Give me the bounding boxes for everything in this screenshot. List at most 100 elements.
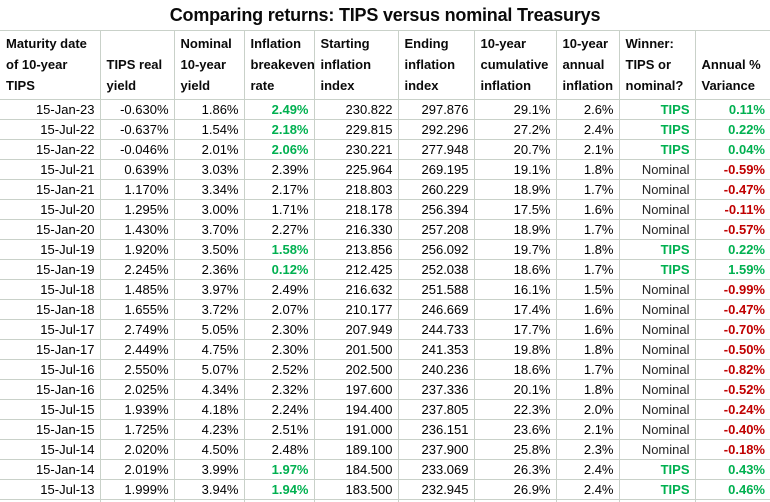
cell-annual-variance[interactable]: 0.46% [694,479,770,500]
cell-starting-index[interactable]: 201.500 [313,339,399,360]
cell-annual-inflation[interactable]: 1.8% [555,159,620,180]
cell-nominal-yield[interactable]: 3.99% [173,459,245,480]
cell-nominal-yield[interactable]: 4.23% [173,419,245,440]
cell-winner[interactable]: TIPS [618,259,696,280]
cell-annual-variance[interactable]: 0.04% [694,139,770,160]
cell-tips-real-yield[interactable]: 1.430% [99,219,175,240]
cell-ending-index[interactable]: 246.669 [397,299,475,320]
cell-breakeven-rate[interactable]: 2.07% [243,299,315,320]
cell-starting-index[interactable]: 210.177 [313,299,399,320]
cell-tips-real-yield[interactable]: 1.920% [99,239,175,260]
cell-nominal-yield[interactable]: 3.03% [173,159,245,180]
cell-ending-index[interactable]: 277.948 [397,139,475,160]
cell-winner[interactable]: Nominal [618,199,696,220]
cell-annual-variance[interactable]: -0.59% [694,159,770,180]
cell-annual-inflation[interactable]: 1.6% [555,319,620,340]
cell-annual-inflation[interactable]: 1.8% [555,339,620,360]
cell-tips-real-yield[interactable]: 0.639% [99,159,175,180]
cell-starting-index[interactable]: 230.221 [313,139,399,160]
cell-breakeven-rate[interactable]: 2.06% [243,139,315,160]
cell-winner[interactable]: TIPS [618,119,696,140]
cell-cumulative-inflation[interactable]: 18.6% [473,359,557,380]
cell-tips-real-yield[interactable]: 2.749% [99,319,175,340]
cell-nominal-yield[interactable]: 2.01% [173,139,245,160]
cell-ending-index[interactable]: 252.038 [397,259,475,280]
cell-breakeven-rate[interactable]: 1.94% [243,479,315,500]
cell-annual-inflation[interactable]: 1.6% [555,299,620,320]
cell-annual-variance[interactable]: 0.11% [694,99,770,120]
cell-starting-index[interactable]: 218.803 [313,179,399,200]
cell-annual-variance[interactable]: 0.22% [694,239,770,260]
cell-starting-index[interactable]: 225.964 [313,159,399,180]
cell-maturity-date[interactable]: 15-Jan-21 [0,179,101,200]
cell-maturity-date[interactable]: 15-Jul-17 [0,319,101,340]
cell-nominal-yield[interactable]: 3.94% [173,479,245,500]
cell-cumulative-inflation[interactable]: 26.9% [473,479,557,500]
cell-cumulative-inflation[interactable]: 19.7% [473,239,557,260]
cell-ending-index[interactable]: 256.394 [397,199,475,220]
cell-starting-index[interactable]: 183.500 [313,479,399,500]
cell-tips-real-yield[interactable]: 2.025% [99,379,175,400]
cell-winner[interactable]: Nominal [618,299,696,320]
cell-maturity-date[interactable]: 15-Jan-16 [0,379,101,400]
cell-starting-index[interactable]: 212.425 [313,259,399,280]
cell-breakeven-rate[interactable]: 2.32% [243,379,315,400]
cell-breakeven-rate[interactable]: 2.39% [243,159,315,180]
cell-annual-inflation[interactable]: 2.1% [555,139,620,160]
cell-annual-variance[interactable]: 1.59% [694,259,770,280]
cell-cumulative-inflation[interactable]: 18.6% [473,259,557,280]
cell-maturity-date[interactable]: 15-Jul-21 [0,159,101,180]
cell-tips-real-yield[interactable]: 2.245% [99,259,175,280]
cell-starting-index[interactable]: 230.822 [313,99,399,120]
cell-winner[interactable]: TIPS [618,459,696,480]
cell-breakeven-rate[interactable]: 2.49% [243,279,315,300]
cell-cumulative-inflation[interactable]: 20.7% [473,139,557,160]
cell-breakeven-rate[interactable]: 2.49% [243,99,315,120]
cell-nominal-yield[interactable]: 4.18% [173,399,245,420]
cell-annual-variance[interactable]: -0.82% [694,359,770,380]
cell-ending-index[interactable]: 240.236 [397,359,475,380]
cell-maturity-date[interactable]: 15-Jan-23 [0,99,101,120]
cell-breakeven-rate[interactable]: 1.97% [243,459,315,480]
cell-tips-real-yield[interactable]: 1.170% [99,179,175,200]
cell-maturity-date[interactable]: 15-Jan-14 [0,459,101,480]
cell-winner[interactable]: TIPS [618,479,696,500]
cell-maturity-date[interactable]: 15-Jan-17 [0,339,101,360]
cell-maturity-date[interactable]: 15-Jul-14 [0,439,101,460]
cell-annual-inflation[interactable]: 1.7% [555,359,620,380]
cell-annual-variance[interactable]: -0.47% [694,179,770,200]
cell-maturity-date[interactable]: 15-Jan-22 [0,139,101,160]
cell-nominal-yield[interactable]: 1.86% [173,99,245,120]
cell-cumulative-inflation[interactable]: 26.3% [473,459,557,480]
cell-nominal-yield[interactable]: 3.72% [173,299,245,320]
cell-nominal-yield[interactable]: 2.36% [173,259,245,280]
cell-maturity-date[interactable]: 15-Jul-16 [0,359,101,380]
cell-nominal-yield[interactable]: 3.70% [173,219,245,240]
cell-annual-variance[interactable]: -0.99% [694,279,770,300]
cell-annual-variance[interactable]: -0.50% [694,339,770,360]
cell-annual-inflation[interactable]: 1.5% [555,279,620,300]
cell-ending-index[interactable]: 237.900 [397,439,475,460]
cell-starting-index[interactable]: 218.178 [313,199,399,220]
cell-ending-index[interactable]: 297.876 [397,99,475,120]
cell-tips-real-yield[interactable]: -0.637% [99,119,175,140]
cell-winner[interactable]: TIPS [618,239,696,260]
cell-nominal-yield[interactable]: 4.50% [173,439,245,460]
cell-nominal-yield[interactable]: 3.50% [173,239,245,260]
cell-nominal-yield[interactable]: 3.00% [173,199,245,220]
cell-maturity-date[interactable]: 15-Jul-15 [0,399,101,420]
cell-cumulative-inflation[interactable]: 18.9% [473,179,557,200]
cell-starting-index[interactable]: 207.949 [313,319,399,340]
cell-ending-index[interactable]: 232.945 [397,479,475,500]
cell-winner[interactable]: Nominal [618,339,696,360]
cell-winner[interactable]: TIPS [618,139,696,160]
cell-breakeven-rate[interactable]: 1.71% [243,199,315,220]
cell-ending-index[interactable]: 260.229 [397,179,475,200]
cell-tips-real-yield[interactable]: -0.630% [99,99,175,120]
cell-cumulative-inflation[interactable]: 25.8% [473,439,557,460]
cell-cumulative-inflation[interactable]: 17.7% [473,319,557,340]
cell-ending-index[interactable]: 236.151 [397,419,475,440]
cell-annual-inflation[interactable]: 1.7% [555,259,620,280]
cell-annual-variance[interactable]: -0.11% [694,199,770,220]
cell-ending-index[interactable]: 269.195 [397,159,475,180]
